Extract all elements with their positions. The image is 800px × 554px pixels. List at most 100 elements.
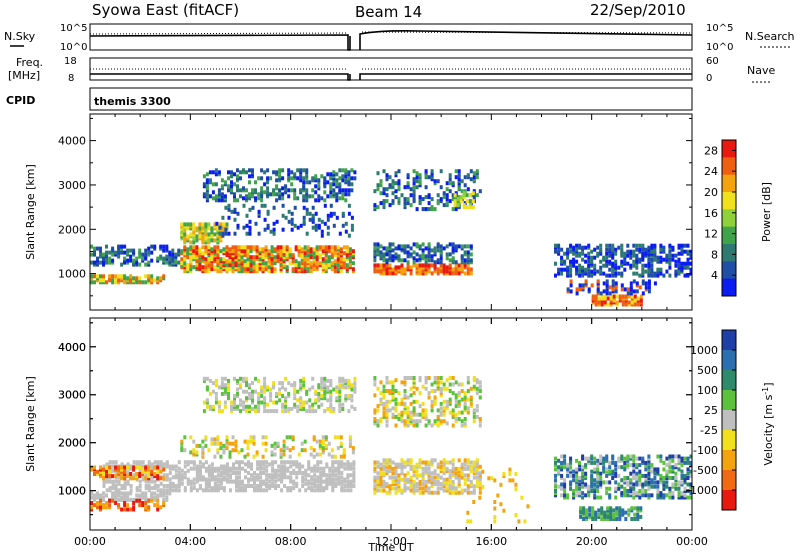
- echo-cell: [397, 475, 401, 480]
- echo-cell: [590, 456, 594, 461]
- echo-cell: [478, 417, 482, 421]
- echo-cell: [305, 174, 309, 179]
- echo-cell: [150, 258, 154, 263]
- echo-cell: [317, 404, 321, 409]
- echo-cell: [469, 482, 473, 486]
- echo-cell: [677, 486, 681, 491]
- echo-cell: [174, 473, 178, 478]
- echo-cell: [348, 255, 352, 260]
- echo-cell: [162, 484, 166, 488]
- echo-cell: [686, 257, 690, 262]
- echo-cell: [319, 481, 323, 486]
- velocity-colorbar-swatch: [722, 410, 736, 431]
- echo-cell: [117, 481, 121, 486]
- velocity-colorbar-tick-label: 25: [704, 404, 718, 417]
- echo-cell: [299, 378, 303, 383]
- echo-cell: [376, 460, 380, 465]
- echo-cell: [309, 253, 313, 258]
- echo-cell: [385, 490, 389, 495]
- echo-cell: [288, 448, 292, 453]
- echo-cell: [629, 249, 633, 254]
- echo-cell: [233, 398, 236, 403]
- echo-cell: [159, 493, 163, 498]
- echo-cell: [239, 383, 242, 388]
- echo-cell: [373, 469, 377, 474]
- echo-cell: [315, 261, 319, 266]
- echo-cell: [264, 261, 268, 266]
- echo-cell: [292, 460, 296, 465]
- echo-cell: [382, 395, 386, 400]
- echo-cell: [264, 251, 268, 256]
- echo-cell: [99, 469, 102, 474]
- echo-cell: [123, 497, 127, 502]
- echo-cell: [665, 469, 669, 474]
- echo-cell: [385, 471, 389, 476]
- echo-cell: [409, 460, 413, 465]
- echo-cell: [186, 222, 190, 227]
- echo-cell: [620, 259, 624, 264]
- power-colorbar-swatch: [722, 244, 736, 262]
- echo-cell: [605, 283, 609, 288]
- echo-cell: [238, 464, 241, 469]
- echo-cell: [344, 396, 348, 401]
- echo-cell: [391, 471, 395, 476]
- echo-cell: [289, 464, 293, 469]
- echo-cell: [192, 236, 196, 241]
- echo-cell: [433, 380, 437, 385]
- echo-cell: [400, 414, 404, 419]
- echo-cell: [454, 399, 458, 404]
- echo-cell: [236, 378, 239, 383]
- echo-cell: [281, 213, 285, 218]
- echo-cell: [223, 383, 227, 388]
- echo-cell: [186, 263, 190, 268]
- echo-cell: [615, 294, 619, 299]
- echo-cell: [349, 466, 353, 471]
- echo-cell: [584, 253, 588, 258]
- echo-cell: [382, 401, 386, 406]
- echo-cell: [246, 446, 250, 451]
- echo-cell: [454, 207, 458, 212]
- echo-cell: [596, 458, 600, 463]
- echo-cell: [373, 417, 377, 421]
- echo-cell: [686, 456, 690, 461]
- echo-cell: [662, 273, 666, 278]
- echo-cell: [281, 394, 285, 398]
- echo-cell: [326, 225, 330, 230]
- echo-cell: [341, 378, 345, 383]
- echo-cell: [239, 194, 242, 199]
- echo-cell: [269, 229, 273, 234]
- echo-cell: [319, 484, 323, 488]
- echo-cell: [412, 189, 416, 194]
- echo-cell: [165, 462, 169, 467]
- echo-cell: [271, 466, 275, 471]
- echo-cell: [442, 382, 446, 387]
- echo-cell: [665, 253, 669, 258]
- echo-cell: [248, 385, 251, 390]
- echo-cell: [636, 517, 640, 521]
- echo-cell: [439, 486, 443, 491]
- echo-cell: [379, 179, 383, 184]
- echo-cell: [99, 474, 102, 479]
- echo-cell: [457, 458, 461, 463]
- echo-cell: [256, 477, 260, 482]
- echo-cell: [260, 394, 264, 398]
- echo-cell: [156, 493, 160, 498]
- echo-cell: [665, 484, 669, 489]
- freq-tick-bottom: 8: [68, 73, 74, 84]
- echo-cell: [318, 439, 322, 444]
- echo-cell: [587, 458, 591, 463]
- echo-cell: [554, 261, 557, 266]
- echo-cell: [460, 254, 464, 259]
- nave-label: Nave: [747, 64, 775, 77]
- echo-cell: [195, 477, 199, 482]
- echo-cell: [406, 471, 410, 476]
- echo-cell: [591, 512, 595, 517]
- echo-cell: [653, 281, 657, 286]
- echo-cell: [400, 412, 404, 417]
- echo-cell: [319, 479, 323, 484]
- echo-cell: [330, 261, 334, 266]
- echo-cell: [650, 263, 654, 268]
- echo-cell: [235, 475, 238, 480]
- echo-cell: [305, 168, 309, 173]
